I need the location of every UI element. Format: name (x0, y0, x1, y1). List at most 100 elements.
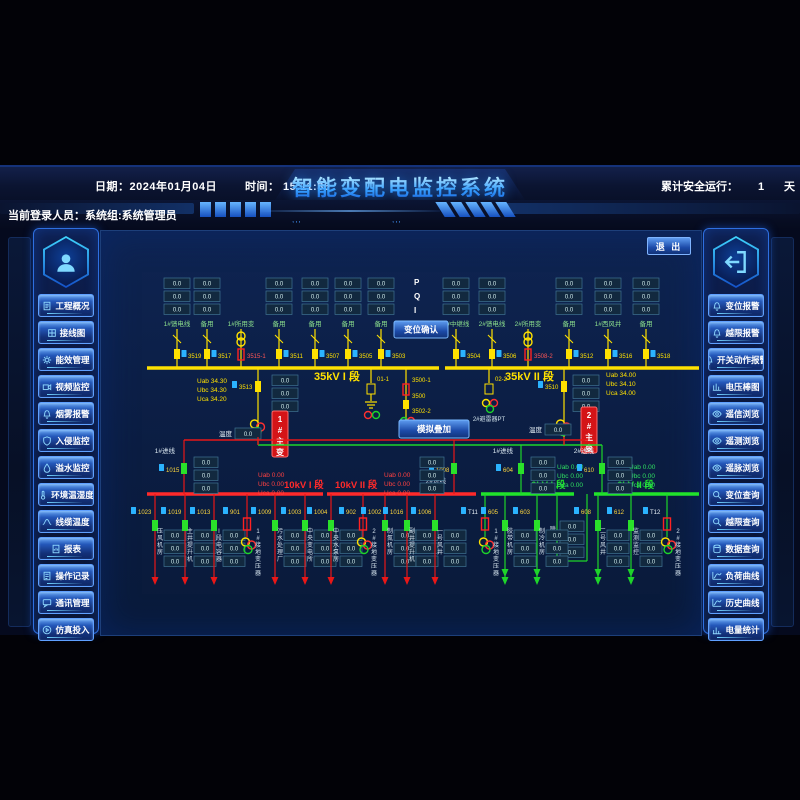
pt-label: 01-1 (377, 377, 390, 383)
breaker-closed[interactable] (643, 349, 649, 359)
right-menu-item-1[interactable]: 越限报警 (708, 321, 764, 344)
right-menu-item-10[interactable]: 负荷曲线 (708, 564, 764, 587)
right-menu-item-4[interactable]: 遥信浏览 (708, 402, 764, 425)
breaker-closed[interactable] (312, 349, 318, 359)
breaker-open[interactable] (662, 517, 672, 531)
svg-text:0.0: 0.0 (321, 534, 330, 540)
right-menu-item-8[interactable]: 越限查询 (708, 510, 764, 533)
value-box (193, 456, 219, 468)
svg-text:0.0: 0.0 (604, 308, 613, 314)
page-title: 智能变配电监控系统 (292, 172, 508, 202)
breaker-closed[interactable] (561, 381, 567, 392)
svg-text:变: 变 (307, 541, 313, 549)
svg-text:电: 电 (216, 541, 222, 549)
right-menu-item-3[interactable]: 电压棒图 (708, 375, 764, 398)
breaker-closed[interactable] (345, 349, 351, 359)
breaker-closed[interactable] (599, 463, 605, 474)
value-box (334, 290, 362, 302)
left-menu-item-4[interactable]: 烟雾报警 (38, 402, 94, 425)
svg-text:央: 央 (307, 534, 313, 542)
breaker-closed[interactable] (272, 520, 278, 531)
confirm-displacement-button[interactable] (393, 320, 449, 339)
breaker-closed[interactable] (534, 520, 540, 531)
right-menu-item-5[interactable]: 遥测浏览 (708, 429, 764, 452)
menu-label: 变位报警 (725, 300, 760, 311)
value-box (442, 277, 470, 289)
left-menu-item-10[interactable]: 操作记录 (38, 564, 94, 587)
exit-button[interactable]: 退 出 (647, 237, 691, 255)
breaker-closed[interactable] (182, 520, 188, 531)
svg-text:0.0: 0.0 (582, 379, 591, 385)
breaker-closed[interactable] (453, 349, 459, 359)
simulation-overlay-button[interactable] (398, 419, 470, 439)
right-menu-item-6[interactable]: 遥脉浏览 (708, 456, 764, 479)
left-menu-item-9[interactable]: 报表 (38, 537, 94, 560)
breaker-closed[interactable] (255, 381, 261, 392)
breaker-closed[interactable] (382, 520, 388, 531)
breaker-closed[interactable] (628, 520, 634, 531)
value-box (283, 542, 307, 554)
left-menu-item-3[interactable]: 视频监控 (38, 375, 94, 398)
breaker-closed[interactable] (404, 520, 410, 531)
menu-label: 工程概况 (55, 300, 90, 311)
breaker-id: 3503 (392, 354, 406, 360)
bus-measure: Ubc 34.30 (197, 387, 227, 394)
right-menu-item-7[interactable]: 变位查询 (708, 483, 764, 506)
breaker-closed[interactable] (518, 463, 524, 474)
left-menu-item-7[interactable]: 环境温湿度 (38, 483, 94, 506)
left-menu-item-2[interactable]: 能效管理 (38, 348, 94, 371)
value-box (478, 277, 506, 289)
left-menu-item-0[interactable]: 工程概况 (38, 294, 94, 317)
breaker-closed[interactable] (378, 349, 384, 359)
breaker-open[interactable] (358, 517, 368, 531)
search-icon (713, 490, 722, 499)
svg-text:0.0: 0.0 (539, 474, 548, 480)
breaker-closed[interactable] (328, 520, 334, 531)
breaker-closed[interactable] (432, 520, 438, 531)
value-box (545, 529, 569, 541)
left-menu-item-11[interactable]: 通讯管理 (38, 591, 94, 614)
right-menu-item-2[interactable]: 开关动作报警 (708, 348, 764, 371)
remote-icon (573, 350, 579, 357)
left-menu-item-12[interactable]: 仿真投入 (38, 618, 94, 641)
right-menu-item-0[interactable]: 变位报警 (708, 294, 764, 317)
right-menu-item-12[interactable]: 电量统计 (708, 618, 764, 641)
svg-text:二: 二 (600, 529, 606, 535)
breaker-open[interactable] (237, 348, 245, 361)
pt-label: 2#避雷器PT (473, 415, 506, 423)
breaker-closed[interactable] (489, 349, 495, 359)
breaker-closed[interactable] (451, 463, 457, 474)
svg-text:厂: 厂 (277, 556, 283, 563)
breaker-closed[interactable] (174, 349, 180, 359)
breaker-closed[interactable] (566, 349, 572, 359)
breaker-closed[interactable] (181, 463, 187, 474)
breaker-closed[interactable] (595, 520, 601, 531)
breaker-closed[interactable] (204, 349, 210, 359)
breaker-open[interactable] (480, 517, 490, 531)
svg-text:0.0: 0.0 (521, 560, 530, 566)
left-menu-item-5[interactable]: 入侵监控 (38, 429, 94, 452)
right-menu-item-9[interactable]: 数据查询 (708, 537, 764, 560)
breaker-closed[interactable] (152, 520, 158, 531)
breaker-closed[interactable] (605, 349, 611, 359)
remote-icon (307, 507, 312, 514)
breaker-closed[interactable] (502, 520, 508, 531)
svg-text:0.0: 0.0 (201, 534, 210, 540)
breaker-closed[interactable] (302, 520, 308, 531)
menu-label: 烟雾报警 (55, 408, 90, 419)
value-box (415, 529, 439, 541)
svg-text:0.0: 0.0 (311, 282, 320, 288)
left-menu-item-6[interactable]: 溢水监控 (38, 456, 94, 479)
right-menu-item-11[interactable]: 历史曲线 (708, 591, 764, 614)
svg-text:变: 变 (276, 447, 284, 457)
svg-text:制: 制 (387, 527, 393, 535)
breaker-open[interactable] (242, 517, 252, 531)
value-box (339, 529, 363, 541)
left-menu-item-1[interactable]: 接线图 (38, 321, 94, 344)
value-box (265, 303, 293, 315)
menu-label: 开关动作报警 (717, 354, 764, 365)
breaker-closed[interactable] (276, 349, 282, 359)
breaker-open[interactable] (524, 348, 532, 361)
breaker-closed[interactable] (211, 520, 217, 531)
left-menu-item-8[interactable]: 线缆温度 (38, 510, 94, 533)
